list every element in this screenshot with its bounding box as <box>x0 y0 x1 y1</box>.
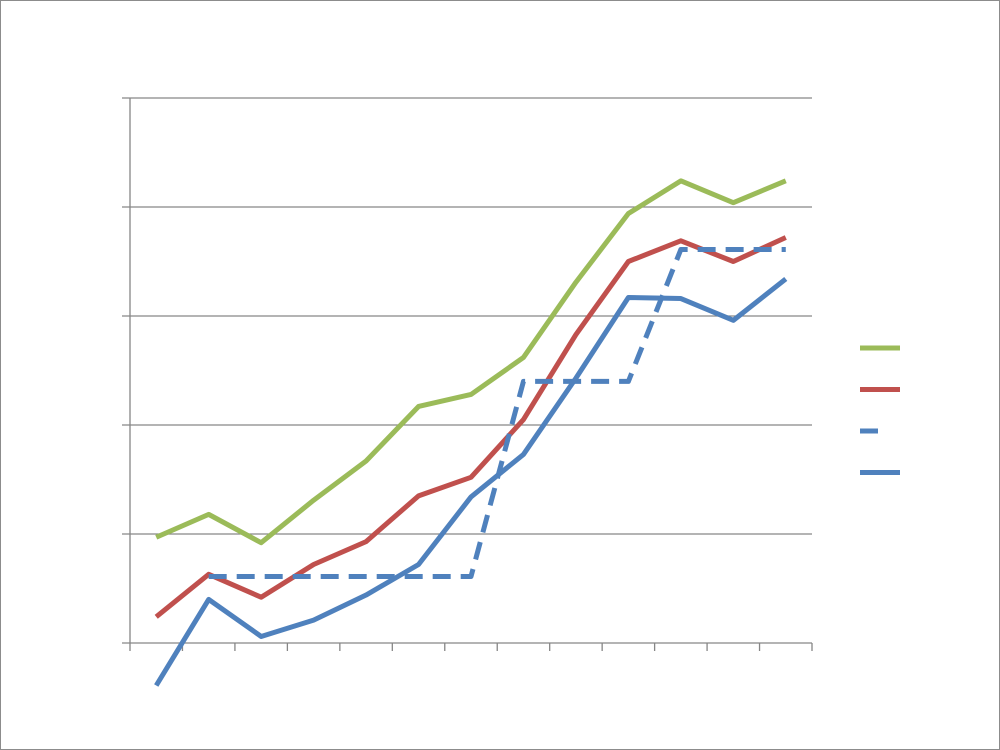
series-line <box>154 235 787 619</box>
series-line <box>208 247 786 580</box>
series-line <box>155 178 787 546</box>
series-line <box>154 276 788 687</box>
